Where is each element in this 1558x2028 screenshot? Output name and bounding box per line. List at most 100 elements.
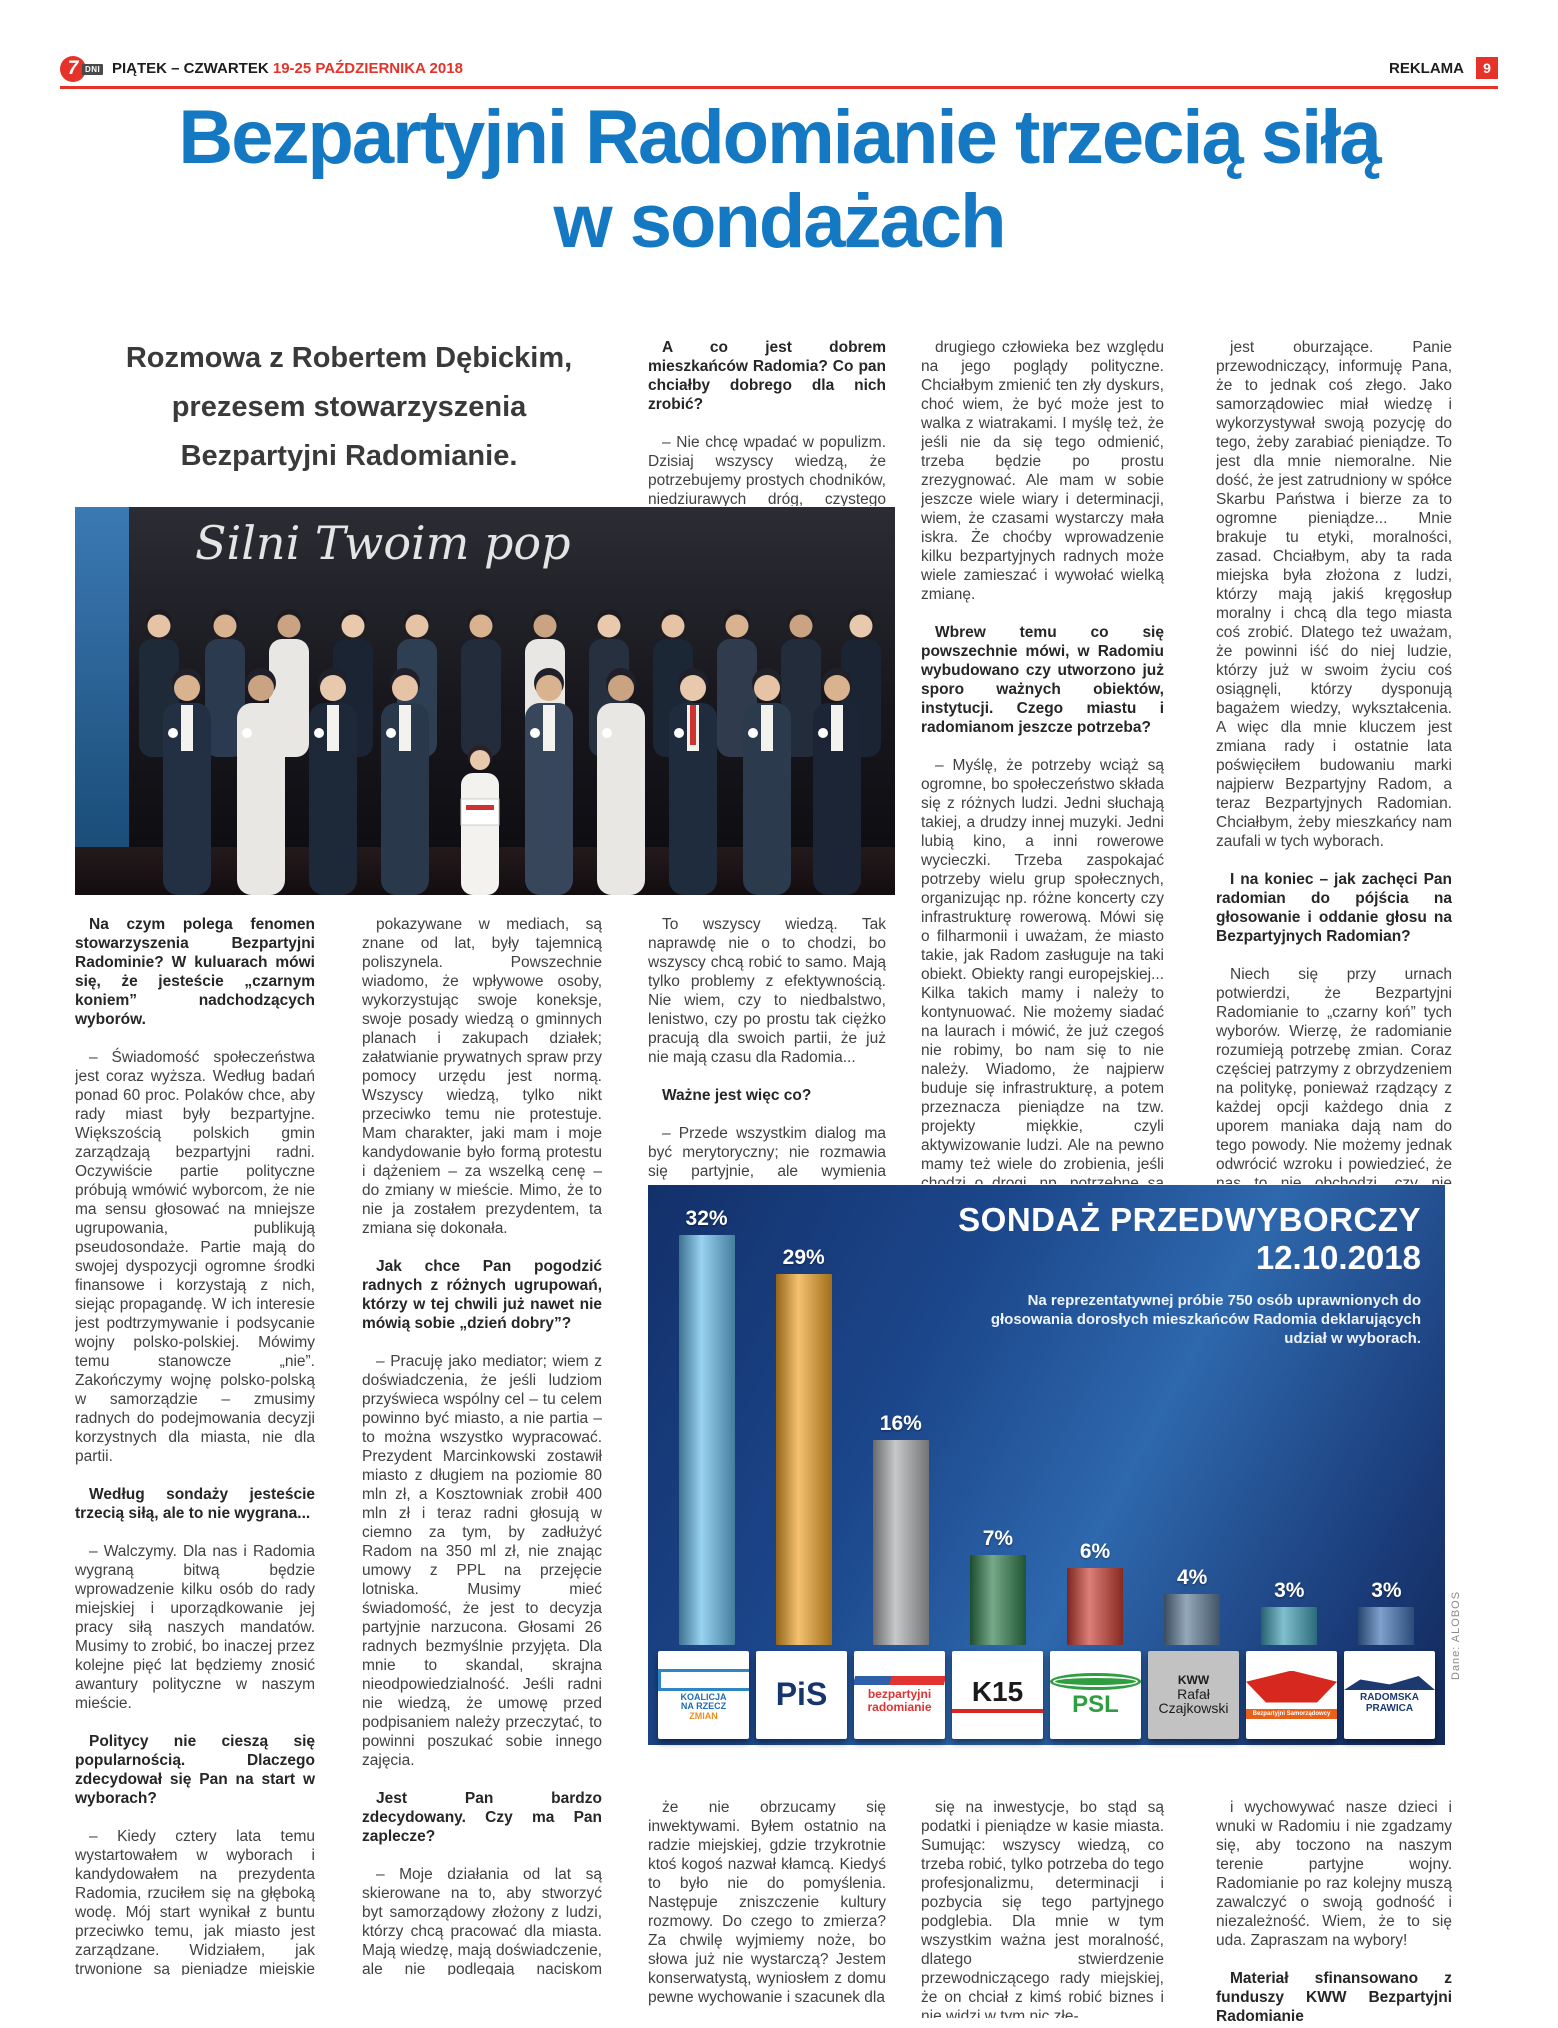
poll-bar-slot: 4%: [1144, 1566, 1241, 1645]
chart-title: SONDAŻ PRZEDWYBORCZY: [958, 1201, 1421, 1238]
chart-subtitle: Na reprezentatywnej próbie 750 osób upra…: [990, 1292, 1421, 1347]
photo-banner-left: [75, 507, 129, 895]
section-label: REKLAMA: [1389, 60, 1464, 77]
issue-dates: 19-25 PAŹDZIERNIKA 2018: [272, 60, 463, 77]
party-logo-text: NA RZECZ: [680, 1701, 727, 1712]
question-heading: Ważne jest więc co?: [662, 1087, 812, 1104]
question-heading: Wbrew temu co się powszechnie mówi, w Ra…: [921, 624, 1164, 736]
masthead: 7 DNI PIĄTEK – CZWARTEK 19-25 PAŹDZIERNI…: [60, 56, 1498, 84]
party-logo-text: PiS: [775, 1676, 828, 1713]
funding-note: Materiał sfinansowano z funduszy KWW Bez…: [1216, 1970, 1452, 2025]
paragraph: się na inwestycje, bo stąd są podatki i …: [921, 1799, 1164, 2018]
paragraph: – Pracuję jako mediator; wiem z doświadc…: [362, 1353, 602, 1769]
poll-bar: [678, 1235, 735, 1645]
brand-dni-icon: DNI: [82, 64, 104, 75]
question-heading: A co jest dobrem mieszkańców Radomia? Co…: [648, 339, 886, 413]
poll-bar: [1358, 1606, 1415, 1645]
chart-bars: 32% 29% 16% 7% 6% 4% 3% 3%: [658, 1185, 1435, 1645]
issue-dateline: PIĄTEK – CZWARTEK 19-25 PAŹDZIERNIKA 201…: [112, 60, 463, 77]
article-column-4-bottom: się na inwestycje, bo stąd są podatki i …: [921, 1798, 1164, 2018]
question-heading: Politycy nie cieszą się popularnością. D…: [75, 1733, 315, 1807]
party-logo-text: radomianie: [867, 1700, 932, 1714]
poll-bar-slot: 32%: [658, 1207, 755, 1645]
party-logo-text: ZMIAN: [689, 1710, 718, 1721]
paragraph: że nie obrzucamy się inwektywami. Byłem …: [648, 1799, 886, 2006]
party-logo-tile: K15: [952, 1651, 1043, 1739]
poll-bar-slot: 3%: [1338, 1579, 1435, 1645]
group-photo-image: Silni Twoim pop: [75, 507, 895, 895]
paragraph: pokazywane w mediach, są znane od lat, b…: [362, 916, 602, 1237]
party-logo-text: K15: [971, 1676, 1024, 1708]
headline-line-2: w sondażach: [553, 179, 1007, 264]
paragraph: – Nie chcę wpadać w populizm. Dzisiaj ws…: [648, 434, 886, 506]
chart-logos: KOALICJA NA RZECZ ZMIAN PiS bezpartyjni radom…: [658, 1651, 1435, 1739]
poll-bar-slot: 6%: [1047, 1540, 1144, 1645]
poll-bar: [1261, 1606, 1318, 1645]
poll-bar-slot: 16%: [852, 1412, 949, 1645]
poll-bar: [775, 1273, 832, 1645]
paragraph: – Myślę, że potrzeby wciąż są ogromne, b…: [921, 757, 1164, 1184]
poll-value-label: 16%: [879, 1412, 922, 1436]
party-logo-text: Rafał: [1177, 1685, 1210, 1702]
question-heading: Jak chce Pan pogodzić radnych z różnych …: [362, 1258, 602, 1332]
article-column-3-top: A co jest dobrem mieszkańców Radomia? Co…: [648, 338, 886, 506]
poll-bar-slot: 3%: [1241, 1579, 1338, 1645]
group-photo: Silni Twoim pop: [75, 507, 895, 895]
paragraph: Niech się przy urnach potwierdzi, że Bez…: [1216, 966, 1452, 1184]
poll-chart: SONDAŻ PRZEDWYBORCZY 12.10.2018 Na repre…: [648, 1185, 1445, 1745]
article-headline: Bezpartyjni Radomianie trzecią siłą w so…: [0, 96, 1558, 264]
paragraph: drugiego człowieka bez względu na jego p…: [921, 339, 1164, 603]
party-logo-mark-icon: [1246, 1670, 1337, 1703]
poll-value-label: 6%: [1079, 1540, 1111, 1564]
question-heading: Jest Pan bardzo zdecydowany. Czy ma Pan …: [362, 1790, 602, 1845]
party-logo-text: PRAWICA: [1365, 1702, 1414, 1714]
party-logo-text: KOALICJA: [680, 1691, 727, 1702]
article-column-2: pokazywane w mediach, są znane od lat, b…: [362, 915, 602, 1975]
party-logo-mark-icon: [854, 1676, 945, 1686]
poll-value-label: 3%: [1371, 1578, 1402, 1602]
brand-7-icon: 7: [60, 56, 86, 82]
photo-people: [139, 609, 881, 895]
party-logo-text: KWW: [1177, 1673, 1210, 1688]
party-logo-tile: PSL: [1050, 1651, 1141, 1739]
paragraph: – Walczymy. Dla nas i Radomia wygraną bi…: [75, 1543, 315, 1712]
poll-bar-slot: 29%: [755, 1246, 852, 1645]
paragraph: To wszyscy wiedzą. Tak naprawdę nie o to…: [648, 916, 886, 1066]
poll-bar: [1164, 1593, 1221, 1645]
issue-days: PIĄTEK – CZWARTEK: [112, 60, 269, 77]
article-column-3-mid: To wszyscy wiedzą. Tak naprawdę nie o to…: [648, 915, 886, 1183]
poll-bar: [969, 1555, 1026, 1645]
party-logo-caption: Bezpartyjni Samorządowcy: [1246, 1708, 1337, 1720]
party-logo-mark-icon: [658, 1668, 749, 1691]
poll-value-label: 32%: [685, 1207, 728, 1231]
party-logo-tile: Bezpartyjni Samorządowcy: [1246, 1651, 1337, 1739]
party-logo-text: Czajkowski: [1158, 1700, 1229, 1717]
paragraph: – Przede wszystkim dialog ma być merytor…: [648, 1125, 886, 1183]
party-logo-mark-icon: [1344, 1676, 1435, 1690]
article-column-1: Na czym polega fenomen stowarzyszenia Be…: [75, 915, 315, 1975]
party-logo-tile: bezpartyjni radomianie: [854, 1651, 945, 1739]
page-number-badge: 9: [1476, 57, 1498, 79]
poll-value-label: 4%: [1177, 1565, 1208, 1589]
poll-value-label: 29%: [782, 1245, 825, 1269]
chart-source-note: Dane: ALOBOS: [1450, 1590, 1462, 1680]
party-logo-mark-icon: [1050, 1672, 1141, 1690]
question-heading: Na czym polega fenomen stowarzyszenia Be…: [75, 916, 315, 1028]
party-logo-tile: KOALICJA NA RZECZ ZMIAN: [658, 1651, 749, 1739]
chart-date: 12.10.2018: [1255, 1239, 1421, 1276]
poll-bar-slot: 7%: [949, 1527, 1046, 1645]
headline-line-1: Bezpartyjni Radomianie trzecią siłą: [178, 95, 1381, 180]
article-column-5-top: jest oburzające. Panie przewodniczący, i…: [1216, 338, 1452, 1184]
article-column-4-top: drugiego człowieka bez względu na jego p…: [921, 338, 1164, 1184]
paragraph: – Kiedy cztery lata temu wystartowałem w…: [75, 1828, 315, 1975]
article-column-5-bottom: i wychowywać nasze dzieci i wnuki w Rado…: [1216, 1798, 1452, 2028]
photo-watermark: Silni Twoim pop: [195, 516, 571, 570]
party-logo-tile: PiS: [756, 1651, 847, 1739]
poll-bar: [872, 1440, 929, 1645]
paragraph: i wychowywać nasze dzieci i wnuki w Rado…: [1216, 1799, 1452, 1949]
party-logo-text: PSL: [1072, 1690, 1119, 1718]
paragraph: – Świadomość społeczeństwa jest coraz wy…: [75, 1049, 315, 1465]
question-heading: I na koniec – jak zachęci Pan radomian d…: [1216, 871, 1452, 945]
party-logo-text: bezpartyjni: [867, 1687, 932, 1702]
masthead-rule: [60, 86, 1498, 89]
